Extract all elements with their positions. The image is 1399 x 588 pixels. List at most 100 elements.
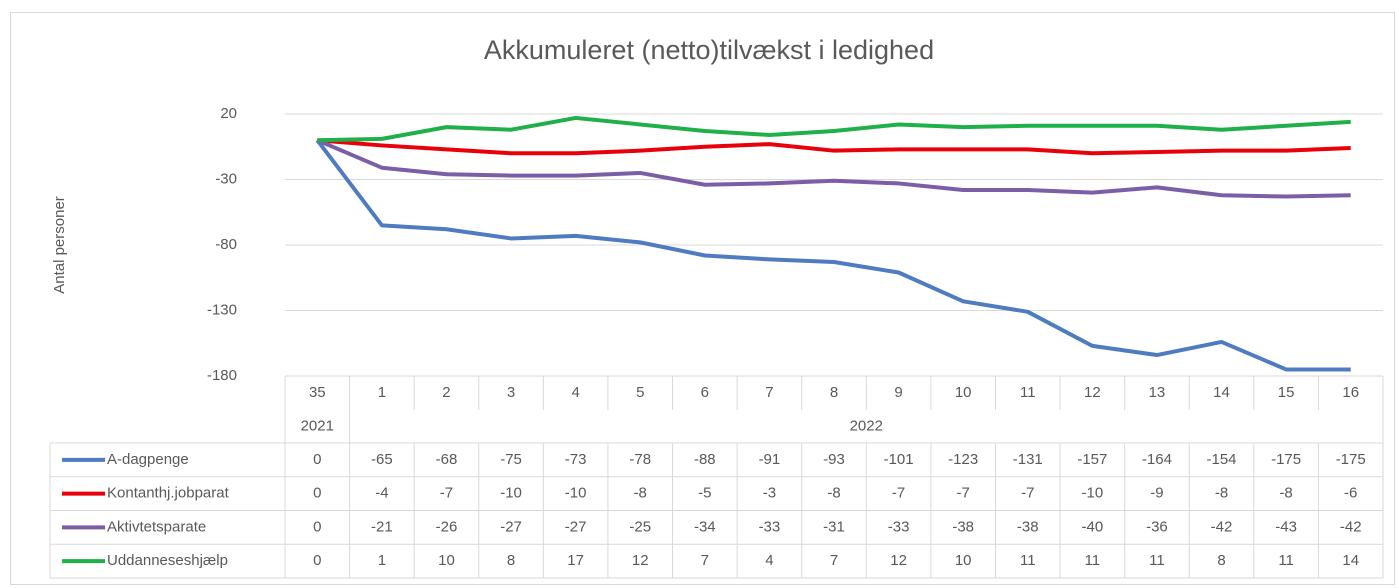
x-group-label: 2021 bbox=[301, 417, 334, 434]
y-axis-title: Antal personer bbox=[51, 196, 68, 294]
table-value: -131 bbox=[1013, 451, 1043, 468]
y-tick-label: -80 bbox=[215, 236, 237, 253]
x-tick-label: 3 bbox=[507, 384, 515, 401]
table-value: -75 bbox=[500, 451, 522, 468]
table-value: -73 bbox=[565, 451, 587, 468]
table-value: 0 bbox=[313, 451, 321, 468]
chart-title: Akkumuleret (netto)tilvækst i ledighed bbox=[484, 35, 934, 65]
table-value: -8 bbox=[1279, 485, 1292, 502]
legend-label: Uddanneseshjælp bbox=[107, 552, 228, 569]
x-tick-label: 35 bbox=[309, 384, 326, 401]
x-tick-label: 2 bbox=[442, 384, 450, 401]
x-tick-label: 4 bbox=[571, 384, 579, 401]
table-value: -42 bbox=[1211, 518, 1233, 535]
table-value: 7 bbox=[701, 552, 709, 569]
x-tick-label: 5 bbox=[636, 384, 644, 401]
table-value: 0 bbox=[313, 552, 321, 569]
table-value: -38 bbox=[952, 518, 974, 535]
table-value: 12 bbox=[890, 552, 907, 569]
table-value: -10 bbox=[500, 485, 522, 502]
series-line bbox=[317, 115, 1351, 143]
table-value: -33 bbox=[759, 518, 781, 535]
table-value: 7 bbox=[830, 552, 838, 569]
y-tick-label: -30 bbox=[215, 170, 237, 187]
x-tick-label: 8 bbox=[830, 384, 838, 401]
x-tick-label: 1 bbox=[378, 384, 386, 401]
chart-border bbox=[10, 12, 1395, 585]
y-tick-label: -130 bbox=[207, 301, 237, 318]
series-line bbox=[316, 138, 1351, 199]
table-value: -8 bbox=[827, 485, 840, 502]
table-value: -7 bbox=[440, 485, 453, 502]
table-value: 10 bbox=[438, 552, 455, 569]
table-value: -8 bbox=[634, 485, 647, 502]
table-value: -65 bbox=[371, 451, 393, 468]
x-tick-label: 9 bbox=[894, 384, 902, 401]
table-value: -68 bbox=[436, 451, 458, 468]
x-tick-label: 13 bbox=[1149, 384, 1166, 401]
table-value: -7 bbox=[957, 485, 970, 502]
table-value: -93 bbox=[823, 451, 845, 468]
table-value: -9 bbox=[1150, 485, 1163, 502]
table-value: 0 bbox=[313, 485, 321, 502]
table-value: 14 bbox=[1342, 552, 1359, 569]
series-line bbox=[315, 138, 1351, 372]
legend-label: Aktivtetsparate bbox=[107, 518, 206, 535]
table-value: 11 bbox=[1149, 552, 1165, 569]
table-value: -6 bbox=[1344, 485, 1357, 502]
x-tick-label: 12 bbox=[1084, 384, 1101, 401]
x-group-label: 2022 bbox=[850, 417, 883, 434]
table-value: -26 bbox=[436, 518, 458, 535]
table-value: 17 bbox=[567, 552, 584, 569]
table-value: 11 bbox=[1020, 552, 1036, 569]
table-value: 8 bbox=[507, 552, 515, 569]
table-value: 10 bbox=[955, 552, 972, 569]
table-value: -4 bbox=[375, 485, 388, 502]
x-tick-label: 7 bbox=[765, 384, 773, 401]
table-value: -36 bbox=[1146, 518, 1168, 535]
table-value: -21 bbox=[371, 518, 393, 535]
table-value: 12 bbox=[632, 552, 649, 569]
table-value: -78 bbox=[629, 451, 651, 468]
legend-label: Kontanthj.jobparat bbox=[107, 485, 230, 502]
table-value: -27 bbox=[565, 518, 587, 535]
x-tick-label: 11 bbox=[1020, 384, 1036, 401]
table-value: -3 bbox=[763, 485, 776, 502]
table-value: -7 bbox=[892, 485, 905, 502]
table-value: 4 bbox=[765, 552, 773, 569]
table-value: -27 bbox=[500, 518, 522, 535]
table-value: -123 bbox=[948, 451, 978, 468]
x-tick-label: 15 bbox=[1278, 384, 1295, 401]
table-value: -10 bbox=[1082, 485, 1104, 502]
table-value: -88 bbox=[694, 451, 716, 468]
table-value: -164 bbox=[1142, 451, 1172, 468]
table-value: 11 bbox=[1085, 552, 1101, 569]
table-value: -157 bbox=[1077, 451, 1107, 468]
y-tick-label: -180 bbox=[207, 367, 237, 384]
table-value: -7 bbox=[1021, 485, 1034, 502]
table-value: -25 bbox=[629, 518, 651, 535]
y-tick-label: 20 bbox=[220, 105, 237, 122]
table-value: -175 bbox=[1271, 451, 1301, 468]
table-value: -40 bbox=[1082, 518, 1104, 535]
table-value: -31 bbox=[823, 518, 845, 535]
table-value: -10 bbox=[565, 485, 587, 502]
table-value: -91 bbox=[759, 451, 781, 468]
table-value: -154 bbox=[1207, 451, 1237, 468]
x-tick-label: 6 bbox=[701, 384, 709, 401]
table-value: 1 bbox=[378, 552, 386, 569]
legend-label: A-dagpenge bbox=[107, 451, 189, 468]
table-value: -34 bbox=[694, 518, 716, 535]
table-value: -43 bbox=[1275, 518, 1297, 535]
x-tick-label: 10 bbox=[955, 384, 972, 401]
table-value: -33 bbox=[888, 518, 910, 535]
table-value: 8 bbox=[1217, 552, 1225, 569]
table-value: -175 bbox=[1336, 451, 1366, 468]
table-value: -42 bbox=[1340, 518, 1362, 535]
x-tick-label: 14 bbox=[1213, 384, 1230, 401]
table-value: 11 bbox=[1278, 552, 1294, 569]
table-value: 0 bbox=[313, 518, 321, 535]
table-value: -38 bbox=[1017, 518, 1039, 535]
table-value: -101 bbox=[884, 451, 914, 468]
